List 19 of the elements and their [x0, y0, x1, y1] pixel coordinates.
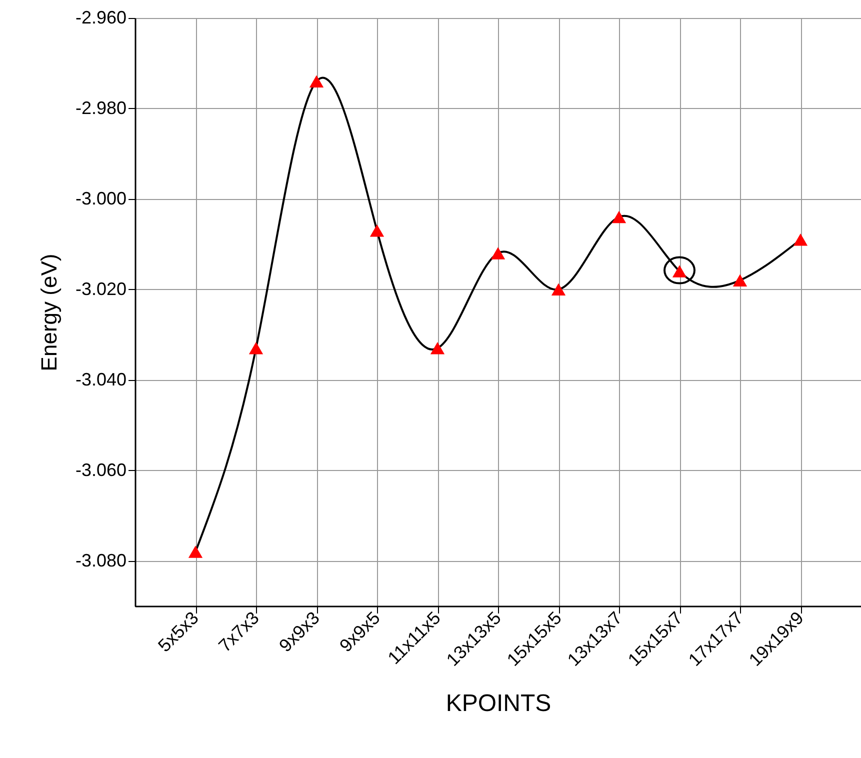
- y-tick-label: -3.040: [75, 369, 126, 390]
- point: [793, 234, 808, 246]
- y-tick-label: -3.000: [75, 188, 126, 208]
- point: [370, 224, 384, 237]
- point: [732, 274, 748, 286]
- y-tick-label: -2.980: [75, 98, 126, 118]
- point: [430, 342, 445, 354]
- point: [248, 342, 264, 354]
- point: [188, 546, 203, 558]
- x-axis-title: KPOINTS: [446, 690, 552, 717]
- point: [309, 75, 324, 88]
- y-tick-label: -3.060: [75, 460, 126, 480]
- y-tick-label: -3.020: [75, 278, 126, 299]
- point: [490, 247, 506, 260]
- point: [551, 283, 566, 296]
- y-tick-label: -2.960: [75, 8, 126, 28]
- y-tick-label: -3.080: [75, 550, 126, 570]
- point: [612, 210, 626, 224]
- y-axis-title: Energy (eV): [36, 254, 62, 372]
